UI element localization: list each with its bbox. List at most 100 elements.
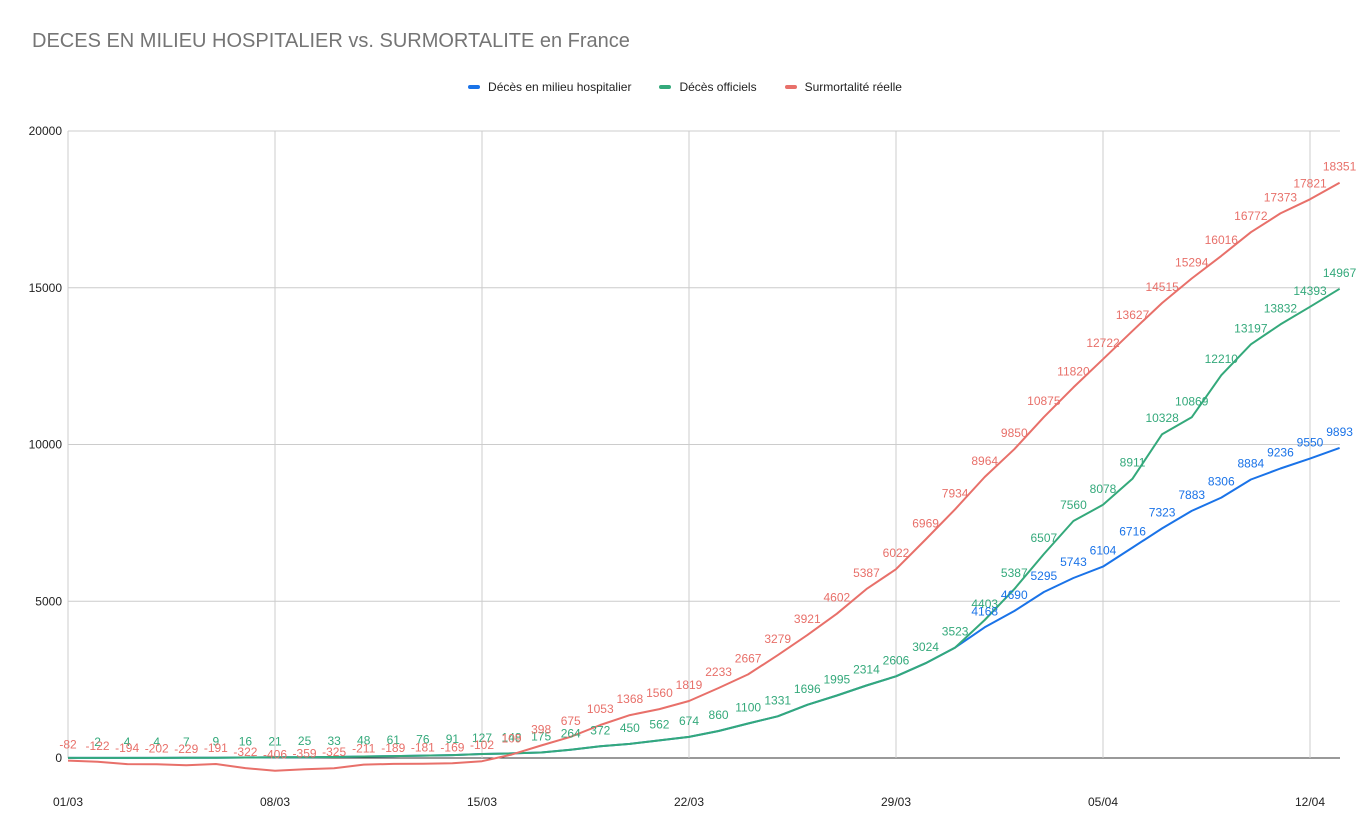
data-label-official: 10328 bbox=[1145, 411, 1179, 425]
y-tick-label: 0 bbox=[55, 751, 62, 765]
data-label-excess: 1368 bbox=[617, 692, 644, 706]
series-line-excess bbox=[67, 181, 1341, 772]
data-label-official: 5387 bbox=[1001, 566, 1028, 580]
chart-title: DECES EN MILIEU HOSPITALIER vs. SURMORTA… bbox=[32, 30, 630, 52]
x-tick-label: 05/04 bbox=[1088, 795, 1118, 809]
data-label-official: 2 bbox=[94, 735, 101, 749]
data-label-official: 13197 bbox=[1234, 321, 1268, 335]
data-label-excess: -181 bbox=[411, 741, 435, 755]
data-label-excess: 8964 bbox=[971, 454, 998, 468]
y-tick-label: 10000 bbox=[29, 438, 63, 452]
data-label-excess: -122 bbox=[86, 739, 110, 753]
data-label-official: 6507 bbox=[1031, 531, 1058, 545]
data-label-official: 175 bbox=[531, 730, 551, 744]
data-label-hospital: 4168 bbox=[971, 604, 998, 618]
legend-label-hospital: Décès en milieu hospitalier bbox=[488, 80, 632, 94]
data-label-excess: 1819 bbox=[676, 678, 703, 692]
data-label-official: 14393 bbox=[1293, 284, 1327, 298]
data-label-hospital: 5295 bbox=[1031, 569, 1058, 583]
data-label-hospital: 9550 bbox=[1297, 436, 1324, 450]
series-line-official bbox=[68, 287, 1341, 759]
data-label-official: 3523 bbox=[942, 625, 969, 639]
data-label-official: 264 bbox=[561, 727, 581, 741]
data-label-excess: 2667 bbox=[735, 651, 762, 665]
data-label-official: 372 bbox=[590, 723, 610, 737]
data-label-official: 1995 bbox=[824, 672, 851, 686]
data-label-excess: 1053 bbox=[587, 702, 614, 716]
legend-item-excess[interactable]: Surmortalité réelle bbox=[784, 80, 902, 94]
grid-lines bbox=[67, 130, 1340, 759]
data-label-excess: -102 bbox=[470, 738, 494, 752]
data-label-hospital: 6104 bbox=[1090, 544, 1117, 558]
legend-label-excess: Surmortalité réelle bbox=[804, 80, 902, 94]
data-label-excess: 14515 bbox=[1145, 280, 1179, 294]
data-label-excess: -325 bbox=[322, 745, 346, 759]
data-label-hospital: 9893 bbox=[1326, 425, 1353, 439]
data-label-official: 562 bbox=[649, 717, 669, 731]
data-label-official: 16 bbox=[239, 734, 253, 748]
legend-label-official: Décès officiels bbox=[679, 80, 757, 94]
data-labels: 2 4 4 7 9 16 21 25 33 48 61 76 91 127 148 175 264 372 450 5… bbox=[59, 160, 1356, 762]
data-label-official: 4 bbox=[153, 735, 160, 749]
data-label-excess: 15294 bbox=[1175, 256, 1209, 270]
data-label-excess: 109 bbox=[502, 732, 522, 746]
data-label-hospital: 8884 bbox=[1238, 456, 1265, 470]
data-label-official: 25 bbox=[298, 734, 312, 748]
data-label-hospital: 8306 bbox=[1208, 475, 1235, 489]
data-label-official: 1696 bbox=[794, 682, 821, 696]
data-label-excess: 3921 bbox=[794, 612, 821, 626]
data-label-excess: 18351 bbox=[1323, 160, 1357, 174]
series-lines bbox=[67, 181, 1341, 772]
data-label-excess: -406 bbox=[263, 748, 287, 762]
x-tick-label: 15/03 bbox=[467, 795, 497, 809]
data-label-hospital: 7323 bbox=[1149, 505, 1176, 519]
x-tick-label: 29/03 bbox=[881, 795, 911, 809]
x-tick-label: 08/03 bbox=[260, 795, 290, 809]
data-label-hospital: 4690 bbox=[1001, 588, 1028, 602]
legend-item-official[interactable]: Décès officiels bbox=[659, 80, 757, 94]
data-label-official: 7560 bbox=[1060, 498, 1087, 512]
data-label-excess: -194 bbox=[115, 741, 139, 755]
data-label-hospital: 6716 bbox=[1119, 524, 1146, 538]
data-label-excess: -191 bbox=[204, 741, 228, 755]
x-tick-label: 12/04 bbox=[1295, 795, 1325, 809]
data-label-official: 12210 bbox=[1205, 352, 1239, 366]
series-line-hospital bbox=[68, 446, 1340, 759]
data-label-official: 21 bbox=[268, 734, 282, 748]
axis-labels: 20000 15000 10000 5000 0 01/03 08/03 15/03 22/03… bbox=[29, 124, 1326, 809]
data-label-excess: 16016 bbox=[1205, 233, 1239, 247]
data-label-excess: 13627 bbox=[1116, 308, 1150, 322]
x-tick-label: 22/03 bbox=[674, 795, 704, 809]
data-label-official: 674 bbox=[679, 714, 699, 728]
legend-swatch-official bbox=[659, 85, 672, 89]
data-label-excess: 1560 bbox=[646, 686, 673, 700]
data-label-official: 91 bbox=[446, 732, 460, 746]
y-tick-label: 20000 bbox=[29, 124, 63, 138]
data-label-official: 9 bbox=[213, 735, 220, 749]
data-label-official: 8911 bbox=[1120, 456, 1146, 470]
data-label-official: 860 bbox=[709, 708, 729, 722]
data-label-excess: -82 bbox=[59, 738, 77, 752]
data-label-excess: 9850 bbox=[1001, 426, 1028, 440]
y-tick-label: 5000 bbox=[35, 594, 62, 608]
x-tick-label: 01/03 bbox=[53, 795, 83, 809]
data-label-excess: 675 bbox=[561, 714, 581, 728]
data-label-official: 61 bbox=[387, 733, 401, 747]
data-label-official: 2314 bbox=[853, 662, 880, 676]
data-label-official: 1100 bbox=[735, 701, 761, 715]
data-label-official: 4403 bbox=[971, 597, 998, 611]
data-label-excess: 398 bbox=[531, 723, 551, 737]
data-label-excess: 7934 bbox=[942, 486, 969, 500]
data-label-excess: -202 bbox=[145, 741, 169, 755]
data-label-excess: 11820 bbox=[1057, 364, 1090, 378]
data-label-excess: 3279 bbox=[764, 632, 791, 646]
data-label-official: 13832 bbox=[1264, 301, 1298, 315]
legend-item-hospital[interactable]: Décès en milieu hospitalier bbox=[468, 80, 631, 94]
data-label-excess: -211 bbox=[352, 742, 375, 756]
data-label-official: 3024 bbox=[912, 640, 939, 654]
data-label-excess: 16772 bbox=[1234, 209, 1268, 223]
data-label-excess: -229 bbox=[174, 742, 198, 756]
data-label-excess: 4602 bbox=[824, 591, 851, 605]
data-label-excess: 2233 bbox=[705, 665, 732, 679]
